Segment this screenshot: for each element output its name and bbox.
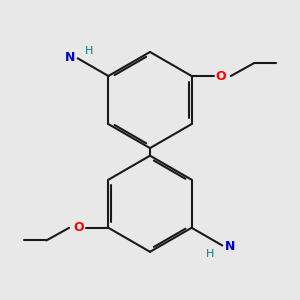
- Text: N: N: [225, 240, 235, 253]
- Text: O: O: [74, 221, 84, 234]
- Text: N: N: [65, 50, 75, 64]
- Text: H: H: [85, 46, 94, 56]
- Text: O: O: [216, 70, 226, 83]
- Text: H: H: [206, 249, 215, 259]
